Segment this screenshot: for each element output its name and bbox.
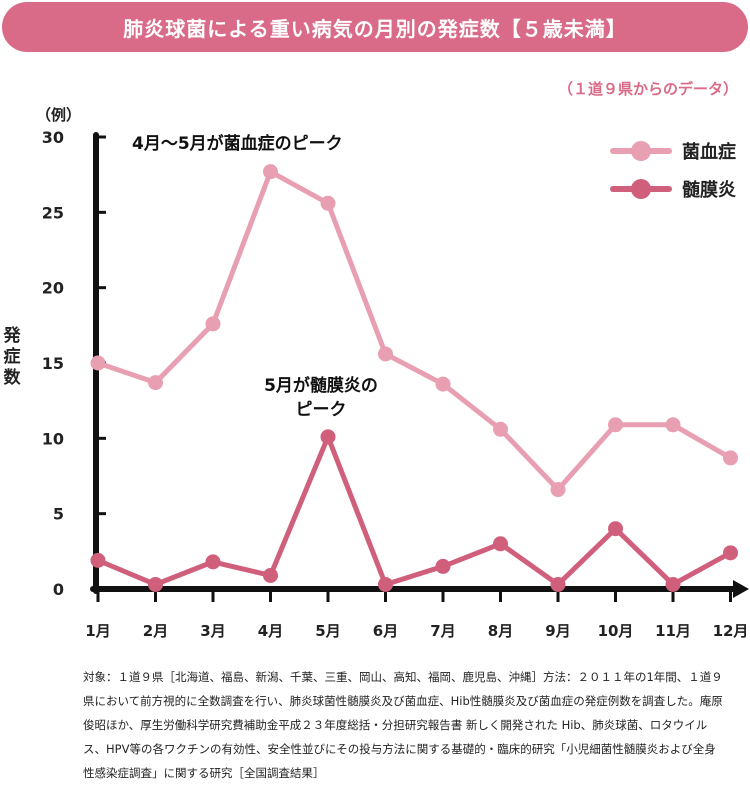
x-tick-label-1: 1月 bbox=[85, 622, 110, 640]
x-tick-label-7: 7月 bbox=[430, 622, 455, 640]
x-tick-label-6: 6月 bbox=[373, 622, 398, 640]
legend-label-meningitis: 髄膜炎 bbox=[682, 180, 736, 201]
x-tick-label-10: 10月 bbox=[598, 622, 634, 640]
x-tick-label-11: 11月 bbox=[655, 622, 691, 640]
annotation-meningitis-peak: 5月が髄膜炎の ピーク bbox=[246, 374, 396, 422]
y-tick-label-15: 15 bbox=[42, 354, 64, 373]
series-2-point-7 bbox=[435, 558, 451, 574]
x-tick-label-12: 12月 bbox=[713, 622, 749, 640]
x-tick-label-5: 5月 bbox=[315, 622, 340, 640]
legend-item-bacteremia: 菌血症 bbox=[610, 132, 736, 170]
series-1-point-8 bbox=[493, 421, 508, 437]
series-2-point-6 bbox=[378, 576, 393, 592]
series-2-point-12 bbox=[723, 545, 738, 561]
legend-label-bacteremia: 菌血症 bbox=[682, 142, 736, 163]
series-1-point-1 bbox=[90, 355, 106, 371]
y-tick-label-10: 10 bbox=[42, 429, 64, 448]
legend: 菌血症 髄膜炎 bbox=[610, 132, 736, 208]
chart-title: 肺炎球菌による重い病気の月別の発症数【５歳未満】 bbox=[123, 16, 627, 41]
y-axis-label: 発症数 bbox=[3, 326, 21, 388]
series-1-point-7 bbox=[435, 376, 451, 392]
y-tick-label-30: 30 bbox=[42, 128, 64, 147]
series-line-2 bbox=[95, 434, 733, 587]
series-1-point-12 bbox=[723, 450, 738, 466]
footnote: 対象：１道９県［北海道、福島、新潟、千葉、三重、岡山、高知、福岡、鹿児島、沖縄］… bbox=[83, 670, 723, 780]
annotation-meningitis-line2: ピーク bbox=[295, 400, 347, 420]
y-tick-label-25: 25 bbox=[42, 203, 64, 222]
x-tick-label-9: 9月 bbox=[545, 622, 570, 640]
series-1-point-4 bbox=[263, 164, 278, 180]
series-1-point-6 bbox=[378, 346, 393, 362]
series-line-1 bbox=[95, 169, 733, 493]
x-tick-label-4: 4月 bbox=[258, 622, 283, 640]
x-tick-label-2: 2月 bbox=[143, 622, 168, 640]
title-banner: 肺炎球菌による重い病気の月別の発症数【５歳未満】 bbox=[2, 2, 748, 52]
series-2-point-3 bbox=[205, 554, 221, 570]
series-2-point-4 bbox=[263, 567, 278, 583]
legend-swatch-meningitis bbox=[610, 179, 672, 199]
series-1-point-11 bbox=[665, 417, 681, 433]
series-1-point-5 bbox=[320, 195, 336, 211]
series-2-point-2 bbox=[148, 576, 163, 592]
legend-item-meningitis: 髄膜炎 bbox=[610, 170, 736, 208]
series-2-point-8 bbox=[493, 536, 508, 552]
y-tick-label-20: 20 bbox=[42, 279, 64, 298]
x-tick-label-3: 3月 bbox=[200, 622, 225, 640]
y-unit-label: （例） bbox=[36, 106, 82, 124]
series-1-point-10 bbox=[608, 417, 623, 433]
annotation-meningitis-line1: 5月が髄膜炎の bbox=[264, 376, 378, 396]
series-2-point-11 bbox=[665, 576, 681, 592]
x-axis-arrow bbox=[733, 580, 749, 598]
x-tick-label-8: 8月 bbox=[488, 622, 513, 640]
series-2-point-1 bbox=[90, 552, 106, 568]
series-1-point-2 bbox=[148, 375, 163, 391]
series-2-point-5 bbox=[320, 429, 336, 445]
y-tick-label-5: 5 bbox=[53, 505, 64, 524]
line-chart: 0 5 10 15 20 25 30 1月 2月 3月 4月 5月 6月 7月 8月 9月 10月 11月 12月 bbox=[42, 128, 749, 640]
source-note: （１道９県からのデータ） bbox=[557, 80, 738, 98]
series-2-point-10 bbox=[608, 521, 623, 537]
annotation-bacteremia-peak: 4月〜5月が菌血症のピーク bbox=[132, 134, 343, 154]
series-1-point-9 bbox=[550, 482, 566, 498]
legend-swatch-bacteremia bbox=[610, 141, 672, 161]
y-tick-label-0: 0 bbox=[53, 580, 64, 599]
series-1-point-3 bbox=[205, 316, 221, 332]
series-2-point-9 bbox=[550, 576, 566, 592]
